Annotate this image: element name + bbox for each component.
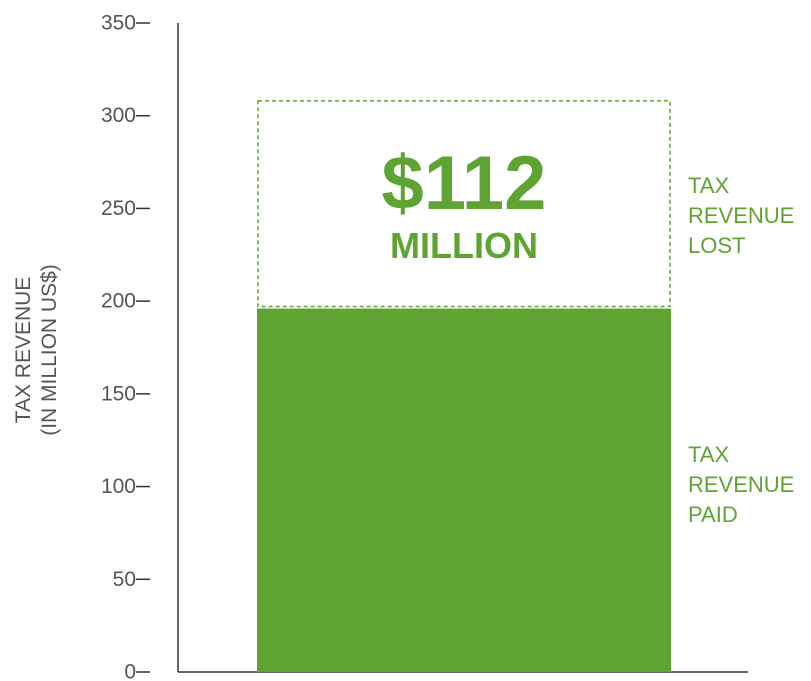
label-tax-revenue-paid: PAID xyxy=(688,502,738,527)
y-tick-label: 150 xyxy=(101,382,136,405)
label-tax-revenue-paid: TAX xyxy=(688,442,729,467)
y-tick-label: 0 xyxy=(124,661,136,681)
bars xyxy=(257,100,671,672)
bar-tax-revenue-lost xyxy=(257,100,671,308)
y-tick-label: 350 xyxy=(101,12,136,35)
y-axis: 0 50 100 150 200 250 300 350 TAX REVENUE (IN MILL… xyxy=(12,12,748,681)
label-tax-revenue-paid: REVENUE xyxy=(688,472,794,497)
y-tick-label: 100 xyxy=(101,475,136,498)
label-tax-revenue-lost: TAX xyxy=(688,173,729,198)
y-axis-title-line: TAX REVENUE xyxy=(12,277,35,424)
y-axis-title-line: (IN MILLION US$) xyxy=(38,264,61,436)
lost-unit-label: MILLION xyxy=(390,225,538,266)
bar-tax-revenue-paid xyxy=(257,308,671,672)
y-axis-title: TAX REVENUE (IN MILLION US$) xyxy=(12,264,61,436)
y-tick-label: 300 xyxy=(101,104,136,127)
lost-amount-label: $112 xyxy=(382,141,547,226)
y-tick-label: 200 xyxy=(101,290,136,313)
label-tax-revenue-lost: REVENUE xyxy=(688,203,794,228)
y-tick-label: 50 xyxy=(113,568,136,591)
label-tax-revenue-lost: LOST xyxy=(688,233,745,258)
y-tick-label: 250 xyxy=(101,197,136,220)
